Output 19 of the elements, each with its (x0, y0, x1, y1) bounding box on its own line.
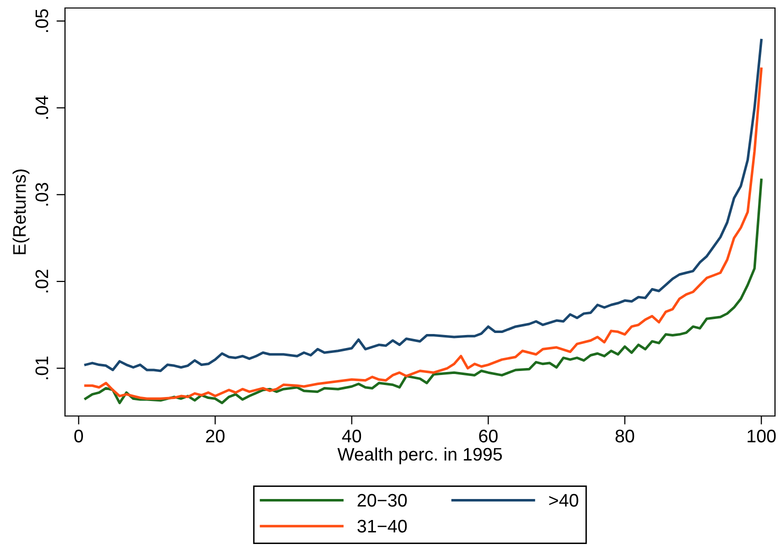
line-series (84, 68, 763, 400)
x-tick-label: 80 (616, 430, 634, 442)
x-tick-label: 20 (206, 430, 225, 442)
line-series (84, 38, 763, 372)
y-tick-label: .05 (35, 9, 48, 32)
y-tick-label: .03 (35, 182, 48, 206)
legend-label: >40 (549, 494, 578, 507)
x-tick-label: 60 (479, 430, 498, 442)
line-series (84, 178, 763, 404)
x-tick-label: 40 (342, 430, 362, 442)
legend-label: 20−30 (358, 494, 407, 507)
legend-label: 31−40 (357, 520, 407, 533)
y-tick-label: .01 (35, 356, 48, 380)
x-tick-label: 0 (74, 430, 83, 442)
x-axis-title: Wealth perc. in 1995 (337, 447, 502, 464)
y-axis-title: E(Returns) (12, 169, 30, 254)
y-tick-label: .02 (35, 270, 48, 292)
y-tick-label: .04 (35, 96, 48, 119)
x-tick-label: 100 (748, 430, 776, 442)
